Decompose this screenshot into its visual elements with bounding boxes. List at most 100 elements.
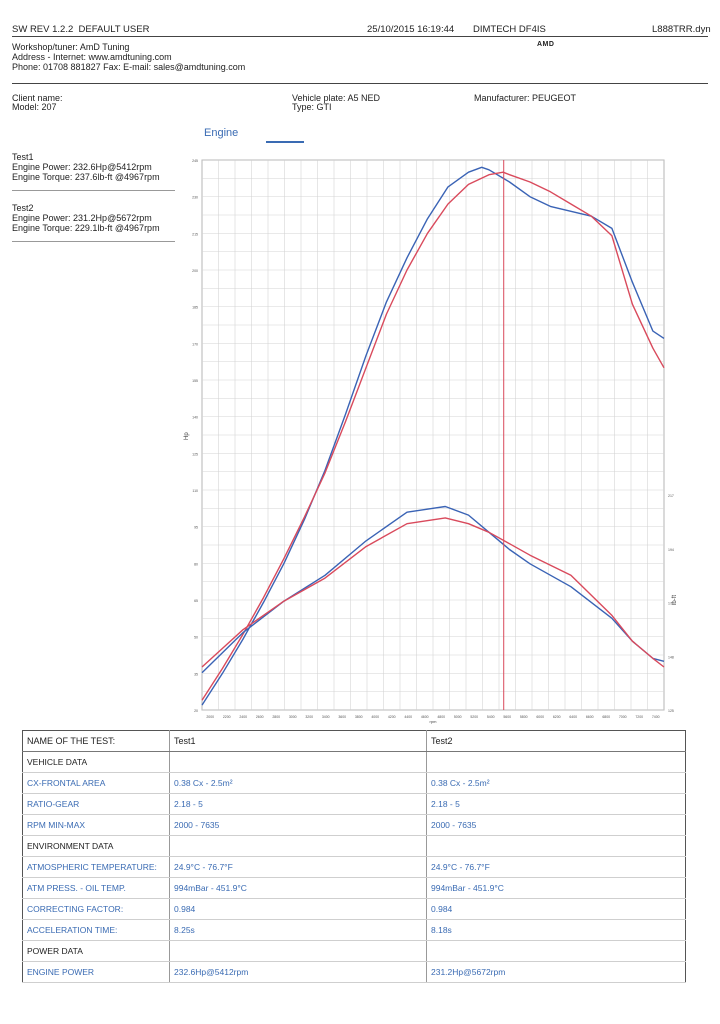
client-name-label: Client name: [12, 93, 63, 103]
torque-tick-label: 217 [668, 494, 674, 498]
torque-axis-label: lb-ft [672, 595, 678, 605]
row-label: ATMOSPHERIC TEMPERATURE: [22, 856, 170, 878]
rpm-tick-label: 3800 [355, 715, 363, 719]
table-row: CX-FRONTAL AREA 0.38 Cx - 2.5m² 0.38 Cx - … [22, 772, 686, 794]
row-label: CORRECTING FACTOR: [22, 898, 170, 920]
section-spacer [169, 835, 427, 857]
test2-value: 994mBar - 451.9°C [426, 877, 686, 899]
rpm-tick-label: 2600 [256, 715, 264, 719]
dyno-device: DIMTECH DF4IS [473, 24, 546, 35]
test2-torque: Engine Torque: 229.1lb-ft @4967rpm [12, 223, 160, 233]
torque-tick-label: 125 [668, 709, 674, 713]
test2-summary: Test2 Engine Power: 231.2Hp@5672rpm Engi… [12, 203, 160, 233]
rpm-tick-label: 4200 [388, 715, 396, 719]
table-section-row: POWER DATA [22, 940, 686, 962]
test1-value: 994mBar - 451.9°C [169, 877, 427, 899]
power-tick-label: 50 [194, 636, 198, 640]
rpm-tick-label: 2000 [206, 715, 214, 719]
software-version: SW REV 1.2.2 DEFAULT USER [12, 24, 150, 35]
section-spacer [426, 835, 686, 857]
test2-value: 2000 - 7635 [426, 814, 686, 836]
power-tick-label: 20 [194, 709, 198, 713]
rpm-tick-label: 4600 [421, 715, 429, 719]
test2-rule [12, 241, 175, 242]
rpm-tick-label: 7400 [652, 715, 660, 719]
section-spacer [426, 940, 686, 962]
test2-value: 2.18 - 5 [426, 793, 686, 815]
test-data-table: NAME OF THE TEST: Test1 Test2 VEHICLE DA… [22, 730, 686, 983]
power-tick-label: 35 [194, 672, 198, 676]
power-tick-label: 110 [192, 489, 198, 493]
section-title: ENVIRONMENT DATA [22, 835, 170, 857]
rpm-tick-label: 2200 [223, 715, 231, 719]
section-spacer [426, 751, 686, 773]
rpm-tick-label: 3200 [305, 715, 313, 719]
test1-rule [12, 190, 175, 191]
rpm-tick-label: 6400 [569, 715, 577, 719]
rpm-tick-label: 4400 [404, 715, 412, 719]
amd-logo: AMD [537, 41, 555, 48]
section-title: POWER DATA [22, 940, 170, 962]
row-label: ACCELERATION TIME: [22, 919, 170, 941]
test1-torque-curve [201, 505, 665, 674]
rpm-tick-label: 7000 [619, 715, 627, 719]
row-label: ATM PRESS. - OIL TEMP. [22, 877, 170, 899]
power-tick-label: 80 [194, 562, 198, 566]
power-tick-label: 230 [192, 196, 198, 200]
table-row: RPM MIN-MAX 2000 - 7635 2000 - 7635 [22, 814, 686, 836]
test1-value: 0.38 Cx - 2.5m² [169, 772, 427, 794]
torque-tick-label: 194 [668, 548, 674, 552]
rpm-tick-label: 6000 [536, 715, 544, 719]
power-tick-label: 200 [192, 269, 198, 273]
chart-grid [201, 159, 665, 711]
test1-power: Engine Power: 232.6Hp@5412rpm [12, 162, 152, 172]
table-header-test1: Test1 [169, 730, 427, 752]
power-tick-label: 95 [194, 526, 198, 530]
legend-line [266, 141, 304, 143]
rpm-tick-label: 3400 [322, 715, 330, 719]
client-model: Model: 207 [12, 102, 57, 112]
rpm-tick-label: 2400 [239, 715, 247, 719]
table-header-name: NAME OF THE TEST: [22, 730, 170, 752]
workshop-line: Workshop/tuner: AmD Tuning [12, 42, 130, 52]
test1-torque: Engine Torque: 237.6lb-ft @4967rpm [12, 172, 160, 182]
test2-torque-curve [201, 517, 665, 668]
test1-label: Test1 [12, 152, 34, 162]
table-row: RATIO-GEAR 2.18 - 5 2.18 - 5 [22, 793, 686, 815]
section-title: VEHICLE DATA [22, 751, 170, 773]
row-label: CX-FRONTAL AREA [22, 772, 170, 794]
torque-tick-label: 148 [668, 655, 674, 659]
rpm-tick-label: 7200 [635, 715, 643, 719]
dyno-chart: 20 35 50 65 80 95 110 125 140 155 170 185 200 215 230 2… [184, 159, 678, 724]
test1-value: 2000 - 7635 [169, 814, 427, 836]
report-datetime: 25/10/2015 16:19:44 [367, 24, 455, 35]
power-axis-ticks: 20 35 50 65 80 95 110 125 140 155 170 185 200 215 230 2… [192, 159, 198, 713]
vehicle-type: Type: GTI [292, 102, 332, 112]
row-label: RPM MIN-MAX [22, 814, 170, 836]
table-section-row: ENVIRONMENT DATA [22, 835, 686, 857]
rpm-tick-label: 3600 [338, 715, 346, 719]
rpm-tick-label: 5400 [487, 715, 495, 719]
table-row: ENGINE POWER 232.6Hp@5412rpm 231.2Hp@5672r… [22, 961, 686, 983]
test1-value: 0.984 [169, 898, 427, 920]
header-rule [12, 36, 708, 37]
rpm-axis-ticks: 2000 2200 2400 2600 2800 3000 3200 3400 3600 3800… [206, 715, 659, 719]
rpm-tick-label: 6600 [586, 715, 594, 719]
power-tick-label: 140 [192, 416, 198, 420]
contact-line: Phone: 01708 881827 Fax: E-mail: sales@a… [12, 62, 246, 72]
rpm-tick-label: 4800 [437, 715, 445, 719]
test2-value: 0.38 Cx - 2.5m² [426, 772, 686, 794]
vehicle-plate: Vehicle plate: A5 NED [292, 93, 381, 103]
torque-axis-ticks: 217 194 171 148 125 [668, 494, 674, 713]
power-tick-label: 125 [192, 452, 198, 456]
section-spacer [169, 940, 427, 962]
manufacturer: Manufacturer: PEUGEOT [474, 93, 577, 103]
test2-power: Engine Power: 231.2Hp@5672rpm [12, 213, 152, 223]
test2-value: 0.984 [426, 898, 686, 920]
test1-value: 24.9°C - 76.7°F [169, 856, 427, 878]
rpm-tick-label: 3000 [289, 715, 297, 719]
table-header-test2: Test2 [426, 730, 686, 752]
power-tick-label: 185 [192, 306, 198, 310]
rpm-tick-label: 5800 [520, 715, 528, 719]
test2-value: 231.2Hp@5672rpm [426, 961, 686, 983]
